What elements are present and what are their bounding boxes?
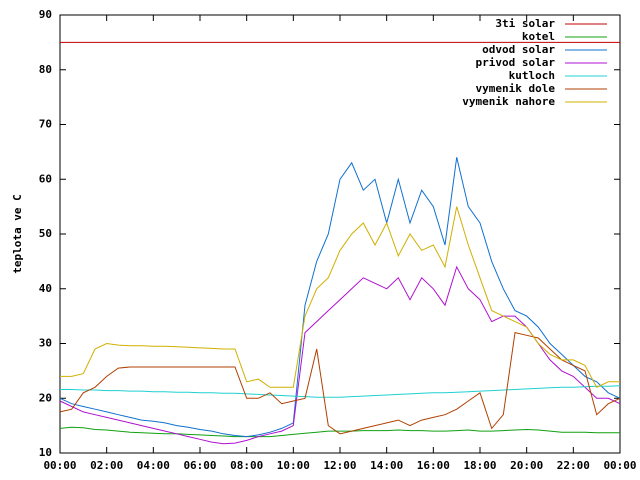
y-tick-label: 60 (39, 172, 52, 185)
x-tick-label: 20:00 (510, 459, 543, 472)
y-tick-label: 90 (39, 8, 52, 21)
legend-label: 3ti solar (495, 17, 555, 30)
series-line (60, 206, 620, 388)
y-tick-label: 40 (39, 282, 52, 295)
series-line (59, 426, 620, 438)
x-tick-label: 14:00 (370, 459, 403, 472)
series-line (59, 331, 621, 435)
y-tick-label: 80 (39, 63, 52, 76)
x-tick-label: 12:00 (323, 459, 356, 472)
x-tick-label: 16:00 (417, 459, 450, 472)
x-tick-label: 00:00 (603, 459, 636, 472)
legend-label: kutloch (509, 69, 555, 82)
series-line (59, 265, 621, 445)
x-tick-label: 18:00 (463, 459, 496, 472)
x-tick-label: 22:00 (557, 459, 590, 472)
x-tick-label: 06:00 (183, 459, 216, 472)
y-tick-label: 70 (39, 118, 52, 131)
y-axis-label: teplota ve C (11, 194, 24, 273)
legend-label: vymenik dole (476, 82, 556, 95)
x-tick-label: 04:00 (137, 459, 170, 472)
series-line (59, 157, 621, 438)
legend-label: vymenik nahore (462, 95, 555, 108)
legend-label: privod solar (476, 56, 556, 69)
y-tick-label: 30 (39, 337, 52, 350)
y-tick-label: 20 (39, 391, 52, 404)
x-tick-label: 00:00 (43, 459, 76, 472)
y-tick-label: 50 (39, 227, 52, 240)
series-line (60, 385, 621, 398)
x-tick-label: 08:00 (230, 459, 263, 472)
x-tick-label: 10:00 (277, 459, 310, 472)
legend-label: odvod solar (482, 43, 555, 56)
y-tick-label: 10 (39, 446, 52, 459)
legend-label: kotel (522, 30, 555, 43)
x-tick-label: 02:00 (90, 459, 123, 472)
